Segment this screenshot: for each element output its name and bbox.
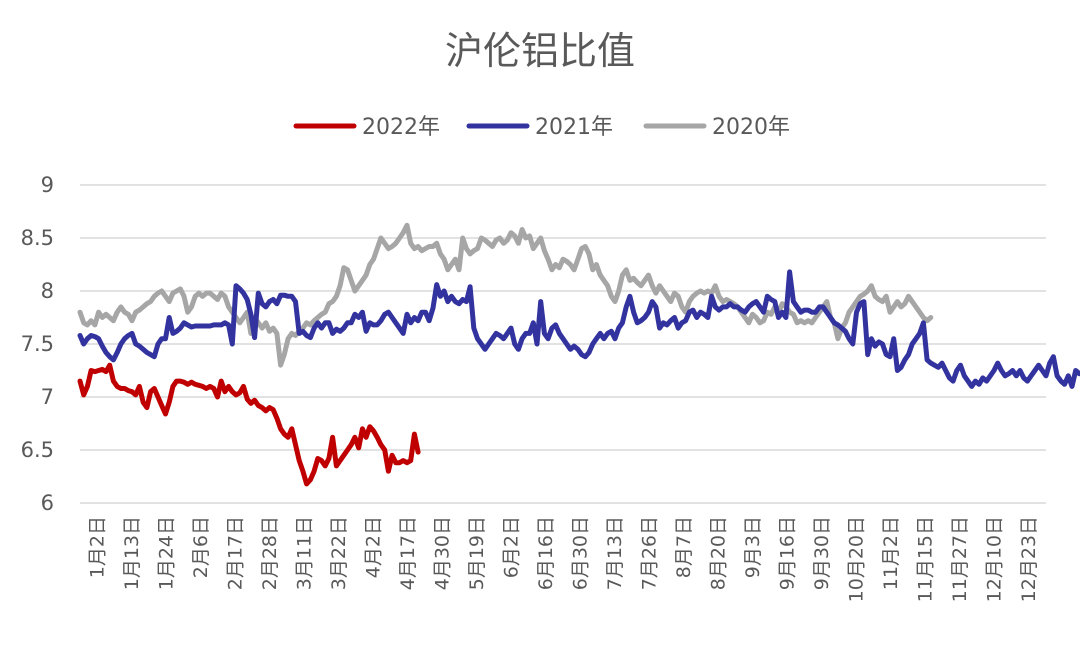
x-tick-label: 1月13日 bbox=[121, 516, 143, 590]
x-tick-label: 5月19日 bbox=[466, 516, 488, 590]
x-tick-label: 2月28日 bbox=[259, 516, 281, 590]
x-tick-label: 3月22日 bbox=[328, 516, 350, 590]
x-tick-label: 9月30日 bbox=[811, 516, 833, 590]
x-tick-label: 9月3日 bbox=[742, 516, 764, 578]
x-tick-label: 11月27日 bbox=[949, 516, 971, 602]
x-axis-ticks: 1月2日 1月13日 1月24日 2月6日 2月17日 2月28日 3月11日 3月22日 4月… bbox=[86, 516, 1040, 602]
x-tick-label: 12月10日 bbox=[983, 516, 1005, 602]
x-tick-label: 11月2日 bbox=[880, 516, 902, 590]
legend-label: 2020年 bbox=[712, 115, 790, 140]
y-tick-label: 8 bbox=[41, 279, 54, 303]
y-axis-ticks: 6 6.5 7 7.5 8 8.5 9 bbox=[21, 173, 54, 515]
series-line-2022年 bbox=[77, 362, 421, 487]
x-tick-label: 8月20日 bbox=[707, 516, 729, 590]
x-tick-label: 4月30日 bbox=[431, 516, 453, 590]
series-line-2021年 bbox=[77, 269, 1080, 389]
y-tick-label: 7.5 bbox=[21, 332, 54, 356]
x-tick-label: 7月26日 bbox=[638, 516, 660, 590]
y-tick-label: 7 bbox=[41, 385, 54, 409]
x-tick-label: 11月15日 bbox=[914, 516, 936, 602]
y-tick-label: 6.5 bbox=[21, 438, 54, 462]
x-tick-label: 9月16日 bbox=[776, 516, 798, 590]
y-tick-label: 9 bbox=[41, 173, 54, 197]
legend-label: 2022年 bbox=[362, 115, 440, 140]
series-line-2020年 bbox=[77, 222, 934, 368]
series-lines bbox=[77, 222, 1080, 487]
x-tick-label: 6月2日 bbox=[500, 516, 522, 578]
x-tick-label: 8月7日 bbox=[673, 516, 695, 578]
x-tick-label: 6月30日 bbox=[569, 516, 591, 590]
x-tick-label: 2月6日 bbox=[190, 516, 212, 578]
chart-legend: 2022年 2021年 2020年 bbox=[293, 115, 790, 140]
legend-label: 2021年 bbox=[535, 115, 613, 140]
x-tick-label: 7月13日 bbox=[604, 516, 626, 590]
x-tick-label: 1月24日 bbox=[155, 516, 177, 590]
x-tick-label: 3月11日 bbox=[293, 516, 315, 590]
x-tick-label: 12月23日 bbox=[1018, 516, 1040, 602]
y-tick-label: 6 bbox=[41, 491, 54, 515]
y-tick-label: 8.5 bbox=[21, 226, 54, 250]
x-tick-label: 6月16日 bbox=[535, 516, 557, 590]
gridlines bbox=[80, 184, 1046, 504]
x-tick-label: 1月2日 bbox=[86, 516, 108, 578]
x-tick-label: 4月2日 bbox=[362, 516, 384, 578]
x-tick-label: 10月20日 bbox=[845, 516, 867, 602]
chart-title: 沪伦铝比值 bbox=[445, 29, 635, 73]
x-tick-label: 4月17日 bbox=[397, 516, 419, 590]
x-tick-label: 2月17日 bbox=[224, 516, 246, 590]
